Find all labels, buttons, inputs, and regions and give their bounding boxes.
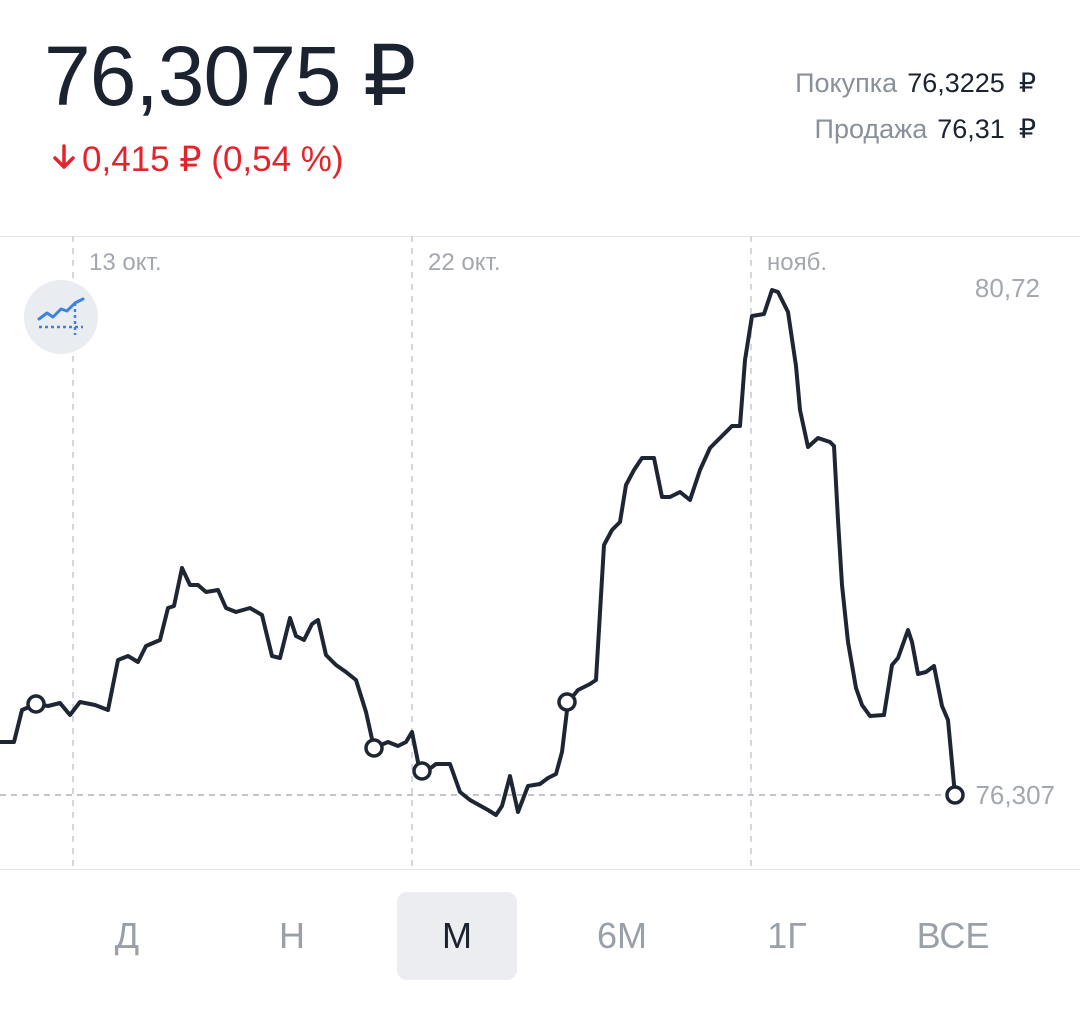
current-point[interactable]	[945, 785, 965, 805]
chart-point[interactable]	[364, 738, 384, 758]
period-month-button[interactable]: М	[397, 892, 517, 980]
period-week-button[interactable]: Н	[279, 915, 305, 956]
chart-point[interactable]	[557, 692, 577, 712]
buy-currency: ₽	[1018, 68, 1036, 98]
sell-label: Продажа	[814, 114, 928, 144]
price-change: 0,415 ₽ (0,54 %)	[52, 140, 344, 180]
sell-quote: Продажа 76,31 ₽	[795, 106, 1036, 152]
y-label-current: 76,307	[975, 780, 1055, 810]
sell-currency: ₽	[1018, 114, 1036, 144]
quotes-panel: Покупка 76,3225 ₽ Продажа 76,31 ₽	[795, 60, 1036, 152]
period-all-button[interactable]: ВСЕ	[916, 915, 990, 956]
sell-value: 76,31	[937, 114, 1005, 144]
arrow-down-icon	[52, 140, 76, 180]
indicators-button[interactable]	[24, 280, 98, 354]
date-label-22-oct: 22 окт.	[428, 249, 500, 276]
buy-quote: Покупка 76,3225 ₽	[795, 60, 1036, 106]
period-6m-button[interactable]: 6М	[596, 915, 647, 956]
date-label-13-oct: 13 окт.	[89, 249, 161, 276]
chart-trend-icon	[37, 293, 85, 342]
price-chart[interactable]: 13 окт. 22 окт. нояб. 80,72 76,307	[0, 236, 1080, 870]
buy-value: 76,3225	[907, 68, 1005, 98]
current-price: 76,3075 ₽	[44, 29, 416, 123]
period-selector: Д Н М 6М 1Г ВСЕ	[0, 892, 1080, 980]
chart-bottom-divider	[0, 869, 1080, 870]
price-change-value: 0,415 ₽ (0,54 %)	[82, 140, 344, 179]
price-line	[0, 288, 957, 817]
date-label-nov: нояб.	[767, 249, 827, 276]
chart-point[interactable]	[26, 694, 46, 714]
y-label-max: 80,72	[975, 273, 1040, 303]
chart-top-divider	[0, 236, 1080, 237]
buy-label: Покупка	[795, 68, 898, 98]
chart-point[interactable]	[412, 761, 432, 781]
period-day-button[interactable]: Д	[114, 915, 140, 956]
period-1y-button[interactable]: 1Г	[767, 915, 807, 956]
